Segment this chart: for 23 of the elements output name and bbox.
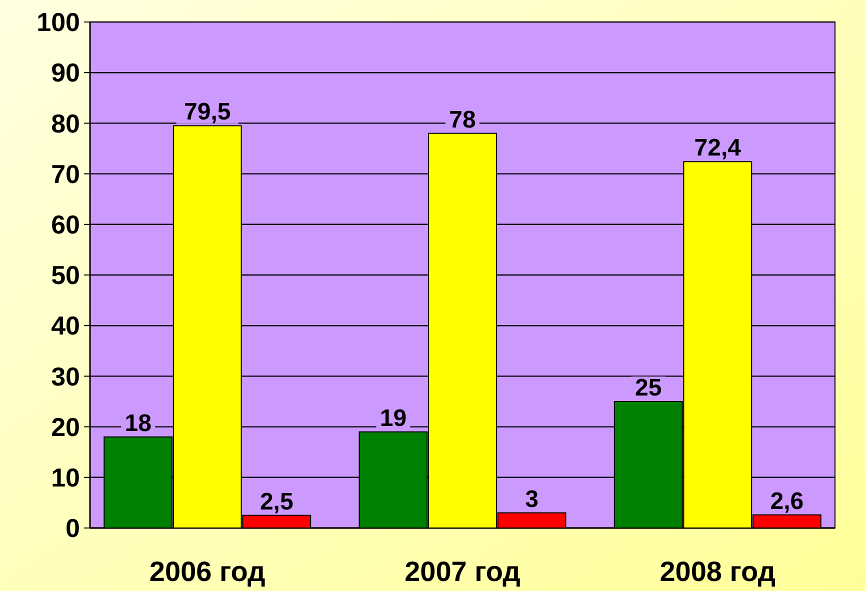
y-tick-label: 90 (51, 58, 80, 88)
y-tick-label: 10 (51, 462, 80, 492)
x-tick-label: 2006 год (149, 556, 266, 587)
data-label: 19 (380, 404, 407, 432)
y-tick-label: 20 (51, 412, 80, 442)
data-label: 3 (525, 486, 538, 513)
data-label: 79,5 (184, 98, 231, 126)
data-label: 2,6 (770, 488, 804, 515)
x-tick-label: 2008 год (660, 556, 776, 587)
data-label: 18 (124, 410, 152, 437)
y-tick-label: 40 (51, 310, 80, 341)
y-tick-label: 30 (51, 361, 80, 392)
y-tick-label: 80 (51, 108, 80, 138)
y-tick-label: 0 (66, 513, 80, 544)
x-tick-label: 2007 год (404, 556, 521, 587)
y-tick-label: 50 (51, 260, 80, 290)
data-label: 72,4 (694, 134, 742, 162)
y-tick-label: 100 (36, 7, 80, 38)
y-tick-label: 70 (51, 158, 80, 189)
data-label: 2,5 (260, 488, 294, 516)
data-label: 25 (635, 374, 662, 402)
y-tick-label: 60 (51, 210, 80, 240)
data-label: 78 (449, 106, 476, 134)
